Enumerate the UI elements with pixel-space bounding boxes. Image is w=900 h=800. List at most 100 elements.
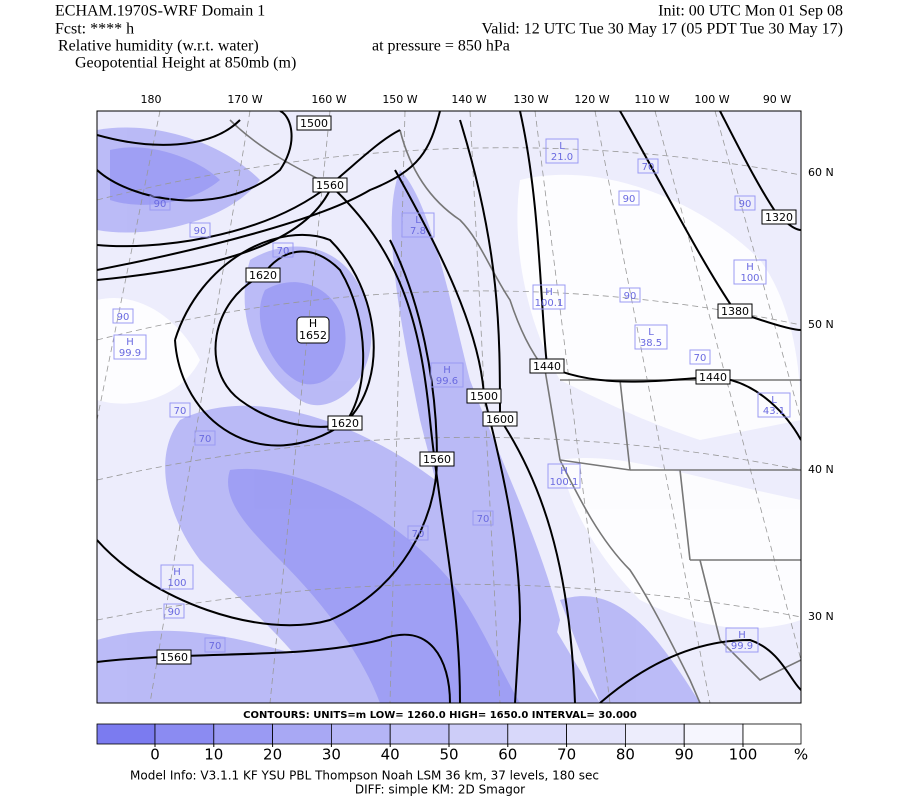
header-text: Valid: 12 UTC Tue 30 May 17 (05 PDT Tue … <box>481 21 843 38</box>
rh-extremum-box <box>757 392 791 418</box>
contour-label: 1620 <box>331 417 359 430</box>
colorbar-swatch <box>330 723 391 745</box>
header-text: Relative humidity (w.r.t. water) <box>58 38 259 55</box>
latitude-label: 30 N <box>808 610 834 623</box>
rh-label-box <box>189 222 211 238</box>
rh-label-box <box>734 195 756 211</box>
longitude-label: 140 W <box>451 93 486 106</box>
rh-extremum-box <box>545 138 579 164</box>
rh-label-box <box>689 349 711 365</box>
rh-extremum-value: 38.5 <box>640 338 662 349</box>
colorbar-swatch <box>566 723 626 745</box>
rh-extremum-value: 100 <box>740 273 759 284</box>
contour-label-box <box>312 177 348 193</box>
colorbar-swatch <box>507 723 567 745</box>
footer-text: Model Info: V3.1.1 KF YSU PBL Thompson N… <box>130 769 599 783</box>
rh-label: 70 <box>277 246 290 257</box>
contour-label: 1620 <box>249 269 277 282</box>
longitude-label: 130 W <box>513 93 548 106</box>
colorbar-label: 0 <box>150 746 160 764</box>
contour-label-box <box>327 415 363 431</box>
colorbar-swatch <box>272 723 332 745</box>
colorbar-swatch <box>742 723 802 745</box>
rh-extremum-value: 99.6 <box>436 376 458 387</box>
colorbar-label: 80 <box>616 746 635 764</box>
rh-extremum-box <box>430 362 464 388</box>
longitude-label: 150 W <box>382 93 417 106</box>
colorbar-swatch <box>448 723 509 745</box>
header-text: Fcst: **** h <box>55 21 134 38</box>
longitude-label: 120 W <box>574 93 609 106</box>
rh-label-box <box>618 190 640 206</box>
rh-extremum-value: 100 <box>167 578 186 589</box>
header-text: Init: 00 UTC Mon 01 Sep 08 <box>658 3 843 20</box>
colorbar-label: 60 <box>498 746 517 764</box>
rh-label: 90 <box>623 194 636 205</box>
rh-label-box <box>472 510 494 526</box>
footer-text: DIFF: simple KM: 2D Smagor <box>355 783 525 797</box>
rh-extremum-value: 99.9 <box>119 348 141 359</box>
longitude-label: 110 W <box>634 93 669 106</box>
rh-extremum-box <box>160 564 194 590</box>
extremum-box <box>296 316 330 344</box>
rh-label-box <box>149 195 171 211</box>
rh-extremum-value: 100.1 <box>535 298 564 309</box>
contour-label: 1320 <box>765 211 793 224</box>
rh-label: 70 <box>209 641 222 652</box>
rh-label-box <box>112 308 134 324</box>
contour-label-box <box>245 267 281 283</box>
rh-label-box <box>637 158 659 174</box>
contour-label-box <box>296 115 332 131</box>
colorbar-swatch <box>389 723 450 745</box>
rh-extremum-kind: L <box>771 395 777 406</box>
contour-label: 1500 <box>470 390 498 403</box>
colorbar-label: 10 <box>204 746 223 764</box>
rh-extremum-box <box>634 324 668 350</box>
rh-extremum-kind: H <box>545 287 553 298</box>
rh-label: 90 <box>194 226 207 237</box>
longitude-label: 160 W <box>311 93 346 106</box>
header-text: Geopotential Height at 850mb (m) <box>75 55 296 72</box>
rh-extremum-kind: H <box>173 567 181 578</box>
rh-extremum-box <box>547 463 581 489</box>
rh-label-box <box>619 287 641 303</box>
rh-extremum-box <box>113 334 147 360</box>
contour-label: 1560 <box>423 453 451 466</box>
rh-label-box <box>407 525 429 541</box>
rh-extremum-box <box>532 284 566 310</box>
rh-extremum-box <box>725 627 759 653</box>
contour-label-box <box>419 451 455 467</box>
rh-extremum-kind: L <box>415 215 421 226</box>
rh-extremum-value: 21.0 <box>551 152 573 163</box>
contour-label: 1560 <box>160 651 188 664</box>
colorbar-swatch <box>683 723 744 745</box>
colorbar-swatch <box>625 723 685 745</box>
contour-info: CONTOURS: UNITS=m LOW= 1260.0 HIGH= 1650… <box>243 710 637 721</box>
rh-extremum-value: 43.1 <box>763 406 785 417</box>
rh-extremum-kind: H <box>738 630 746 641</box>
rh-label: 90 <box>168 607 181 618</box>
contour-label: 1440 <box>699 371 727 384</box>
longitude-label: 170 W <box>227 93 262 106</box>
colorbar-label: 40 <box>381 746 400 764</box>
contour-label-box <box>156 649 192 665</box>
colorbar-swatch <box>154 723 215 745</box>
rh-extremum-value: 99.9 <box>731 641 753 652</box>
rh-label-box <box>169 402 191 418</box>
extremum-value: 1652 <box>299 329 327 342</box>
longitude-label: 90 W <box>763 93 791 106</box>
contour-label: 1440 <box>533 360 561 373</box>
colorbar-swatch <box>213 723 274 745</box>
colorbar-label: 30 <box>322 746 341 764</box>
rh-label-box <box>204 637 226 653</box>
longitude-label: 100 W <box>694 93 729 106</box>
pressure-text: at pressure = 850 hPa <box>372 38 510 55</box>
longitude-label: 180 <box>141 93 162 106</box>
rh-extremum-box <box>733 259 767 285</box>
rh-extremum-kind: H <box>443 365 451 376</box>
rh-label-box <box>272 242 294 258</box>
rh-extremum-kind: H <box>746 262 754 273</box>
colorbar-label: 100 <box>729 746 758 764</box>
